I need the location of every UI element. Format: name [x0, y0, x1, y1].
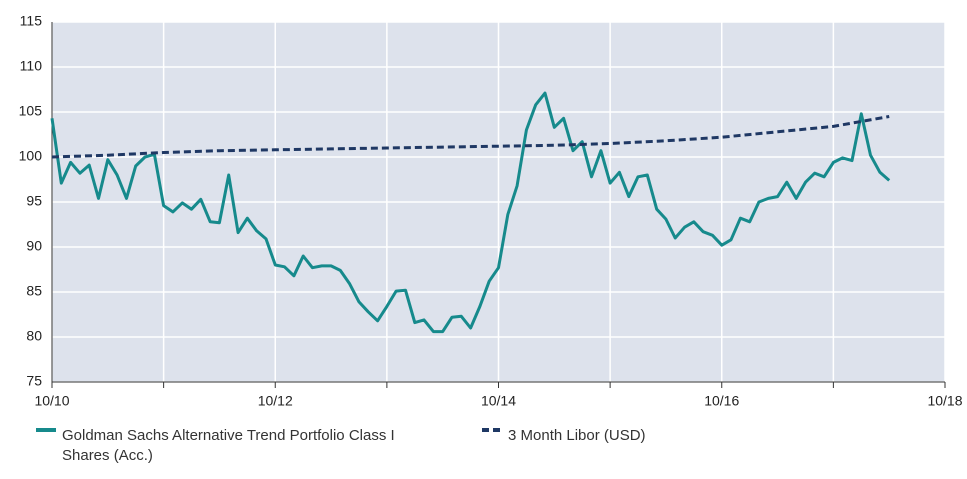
legend-label: Goldman Sachs Alternative Trend Portfoli…	[62, 427, 395, 464]
y-tick-label: 95	[26, 193, 42, 209]
x-tick-label: 10/18	[927, 393, 962, 409]
legend-swatch	[36, 428, 56, 432]
y-tick-label: 100	[19, 148, 43, 164]
y-tick-label: 85	[26, 283, 42, 299]
legend-label: 3 Month Libor (USD)	[508, 427, 646, 444]
y-tick-label: 110	[20, 58, 43, 74]
chart: 75 80 85 90 95 100 105 110 115 10/10 10/12 10/14 10/…	[19, 13, 963, 409]
x-tick-label: 10/14	[481, 393, 516, 409]
legend-entry: 3 Month Libor (USD)	[482, 426, 808, 446]
y-tick-label: 80	[26, 328, 42, 344]
series-line	[51, 115, 890, 159]
y-tick-label: 90	[26, 238, 42, 254]
legend: Goldman Sachs Alternative Trend Portfoli…	[0, 426, 967, 479]
series-line	[50, 91, 891, 334]
x-tick-label: 10/16	[704, 393, 739, 409]
y-tick-label: 105	[19, 103, 43, 119]
y-tick-label: 75	[26, 373, 42, 389]
y-tick-label: 115	[20, 13, 43, 29]
x-tick-label: 10/10	[34, 393, 69, 409]
legend-swatch	[482, 428, 502, 432]
legend-entry: Goldman Sachs Alternative Trend Portfoli…	[36, 426, 407, 466]
x-tick-label: 10/12	[258, 393, 293, 409]
